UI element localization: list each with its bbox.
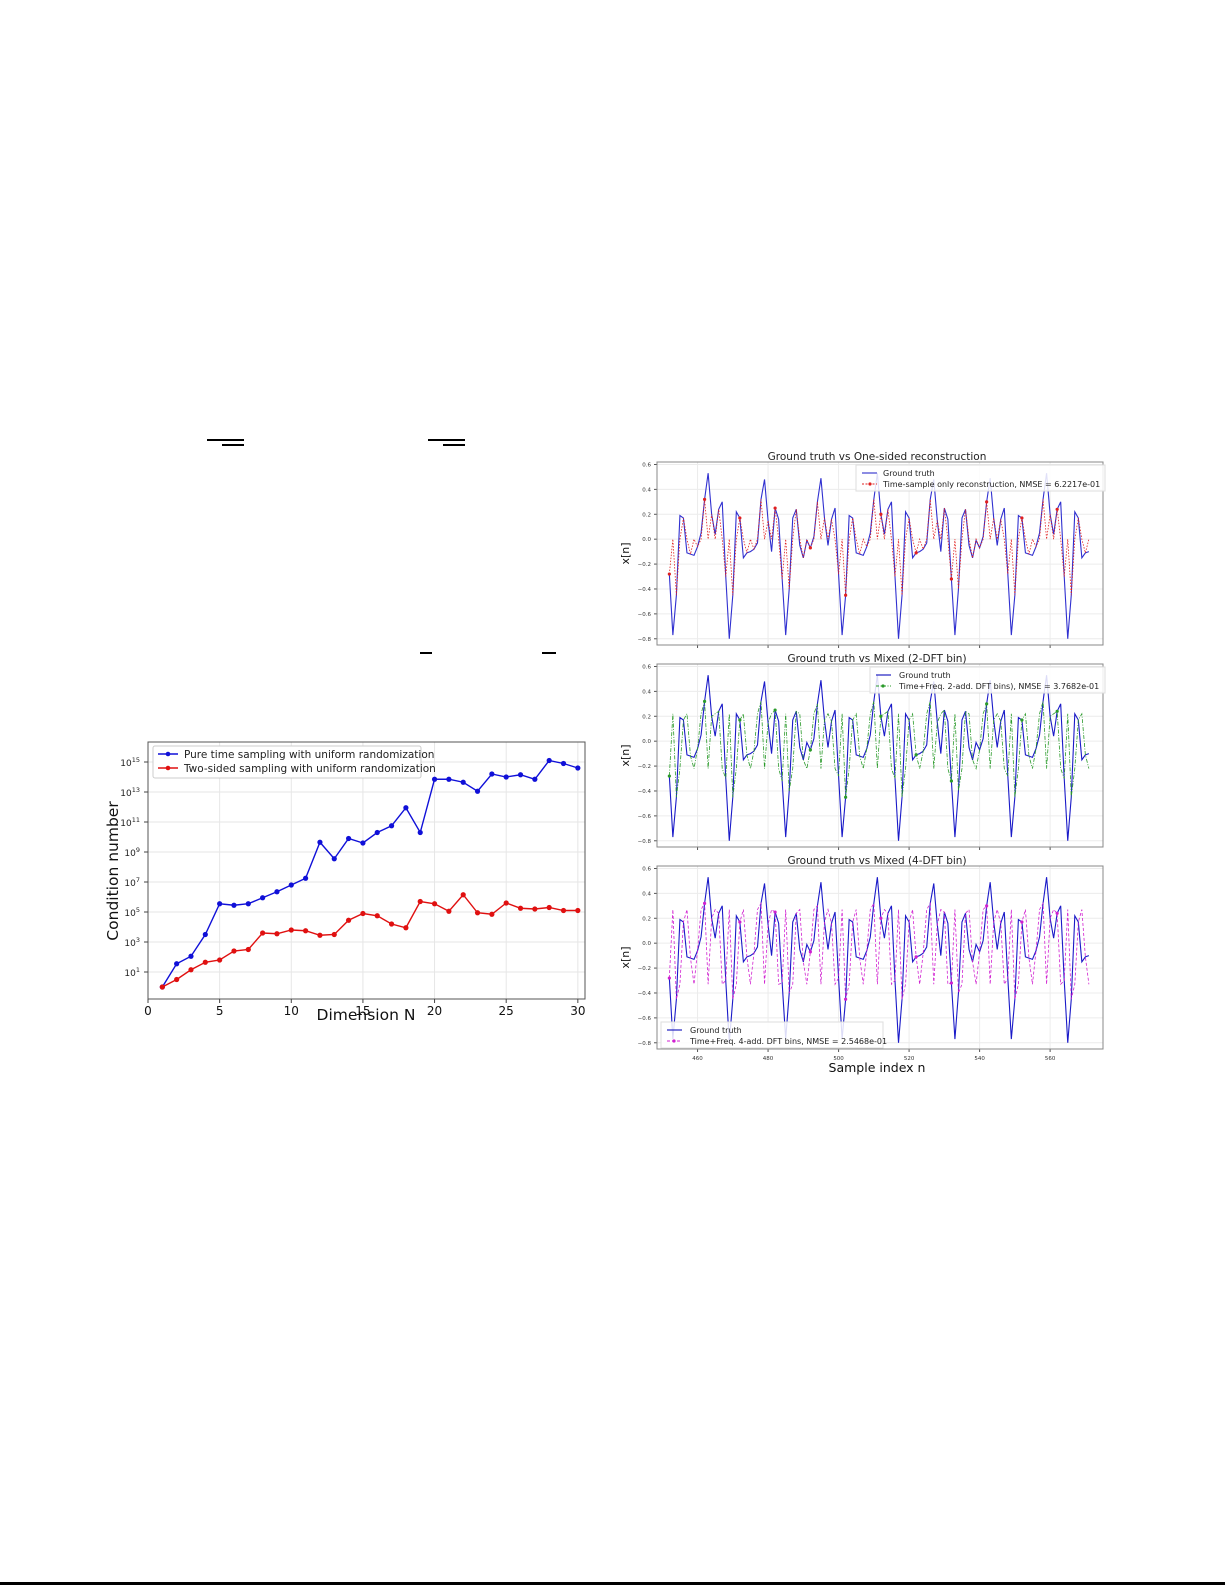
- x-axis-label: Dimension N: [317, 1006, 416, 1024]
- svg-text:20: 20: [427, 1004, 442, 1018]
- svg-text:−0.2: −0.2: [638, 764, 651, 770]
- svg-text:540: 540: [974, 1056, 985, 1062]
- legend-ground-truth: Ground truth: [883, 469, 935, 478]
- legend-reconstruction: Time+Freq. 4-add. DFT bins, NMSE = 2.546…: [689, 1037, 887, 1046]
- equation-overline: [420, 652, 432, 654]
- svg-text:0.4: 0.4: [642, 891, 651, 897]
- svg-text:105: 105: [124, 906, 140, 919]
- panel-one-sided: Ground truth vs One-sided reconstruction…: [619, 451, 1104, 648]
- panel-title: Ground truth vs One-sided reconstruction: [768, 451, 987, 463]
- legend-reconstruction: Time+Freq. 2-add. DFT bins), NMSE = 3.76…: [898, 682, 1099, 691]
- svg-text:−0.8: −0.8: [638, 839, 652, 845]
- legend-item-two-sided: Two-sided sampling with uniform randomiz…: [183, 763, 436, 775]
- equation-overline: [542, 652, 556, 654]
- svg-text:−0.2: −0.2: [638, 562, 651, 568]
- svg-text:−0.4: −0.4: [638, 587, 652, 593]
- reconstruction-line: [668, 701, 1090, 798]
- plot-frame: [147, 741, 586, 1000]
- legend-ground-truth: Ground truth: [899, 671, 951, 680]
- legend: Pure time sampling with uniform randomiz…: [152, 745, 436, 779]
- svg-text:520: 520: [904, 1056, 915, 1062]
- svg-text:0.6: 0.6: [642, 462, 651, 468]
- svg-text:0.4: 0.4: [642, 689, 651, 695]
- equation-overline: [207, 439, 244, 441]
- svg-text:10: 10: [284, 1004, 299, 1018]
- plot-frame: [656, 461, 1104, 646]
- reconstruction-line: [668, 499, 1090, 596]
- y-axis-label: Condition number: [104, 801, 122, 941]
- svg-text:0.2: 0.2: [642, 916, 651, 922]
- svg-text:5: 5: [216, 1004, 224, 1018]
- y-axis-label: x[n]: [619, 542, 632, 564]
- equation-overline: [222, 444, 244, 446]
- plot-frame: [656, 865, 1104, 1050]
- svg-text:−0.6: −0.6: [638, 612, 652, 618]
- equation-overline: [443, 444, 465, 446]
- svg-text:−0.4: −0.4: [638, 991, 652, 997]
- legend-ground-truth: Ground truth: [690, 1026, 742, 1035]
- svg-text:0.4: 0.4: [642, 487, 651, 493]
- svg-text:−0.6: −0.6: [638, 814, 652, 820]
- panel-title: Ground truth vs Mixed (4-DFT bin): [787, 855, 966, 867]
- svg-text:107: 107: [124, 876, 140, 889]
- plot-frame: [656, 663, 1104, 848]
- legend-panel-2: Ground truth Time+Freq. 2-add. DFT bins)…: [869, 666, 1106, 694]
- svg-text:0.0: 0.0: [642, 739, 651, 745]
- svg-text:109: 109: [124, 846, 140, 859]
- panel-title: Ground truth vs Mixed (2-DFT bin): [787, 653, 966, 665]
- svg-text:−0.8: −0.8: [638, 637, 652, 643]
- svg-text:0.0: 0.0: [642, 941, 651, 947]
- svg-text:460: 460: [692, 1056, 703, 1062]
- svg-text:103: 103: [124, 936, 140, 949]
- svg-text:−0.8: −0.8: [638, 1041, 652, 1047]
- svg-text:0: 0: [144, 1004, 152, 1018]
- reconstruction-line: [668, 901, 1090, 1000]
- x-axis-label: Sample index n: [829, 1060, 926, 1075]
- svg-text:25: 25: [499, 1004, 514, 1018]
- legend-panel-3: Ground truth Time+Freq. 4-add. DFT bins,…: [660, 1021, 887, 1049]
- reconstruction-panels: Ground truth vs One-sided reconstruction…: [619, 451, 1106, 1075]
- svg-text:−0.6: −0.6: [638, 1016, 652, 1022]
- y-axis-label: x[n]: [619, 946, 632, 968]
- svg-text:560: 560: [1045, 1056, 1056, 1062]
- svg-text:1011: 1011: [120, 816, 140, 829]
- svg-text:1015: 1015: [120, 756, 140, 769]
- svg-text:0.6: 0.6: [642, 664, 651, 670]
- equation-overline: [428, 439, 465, 441]
- svg-text:30: 30: [570, 1004, 585, 1018]
- svg-text:0.2: 0.2: [642, 714, 651, 720]
- svg-text:500: 500: [833, 1056, 844, 1062]
- y-axis-label: x[n]: [619, 744, 632, 766]
- svg-text:−0.2: −0.2: [638, 966, 651, 972]
- svg-text:0.0: 0.0: [642, 537, 651, 543]
- svg-text:15: 15: [355, 1004, 370, 1018]
- chart-series: [159, 757, 581, 990]
- legend-item-pure-time: Pure time sampling with uniform randomiz…: [184, 749, 434, 761]
- svg-text:−0.4: −0.4: [638, 789, 652, 795]
- legend-reconstruction: Time-sample only reconstruction, NMSE = …: [882, 480, 1100, 489]
- panel-mixed-4dft: Ground truth vs Mixed (4-DFT bin) 460 480…: [619, 855, 1104, 1062]
- legend-panel-1: Ground truth Time-sample only reconstruc…: [855, 464, 1106, 492]
- page-bottom-rule: [0, 1582, 1225, 1585]
- svg-text:1013: 1013: [120, 786, 140, 799]
- svg-text:101: 101: [124, 966, 140, 979]
- panel-mixed-2dft: Ground truth vs Mixed (2-DFT bin) 0.6 0.4…: [619, 653, 1104, 850]
- svg-text:0.2: 0.2: [642, 512, 651, 518]
- svg-text:0.6: 0.6: [642, 866, 651, 872]
- svg-text:480: 480: [763, 1056, 774, 1062]
- condition-number-chart: 0 5 10 15 20 25 30101103105107109101110131015 …: [104, 741, 586, 1024]
